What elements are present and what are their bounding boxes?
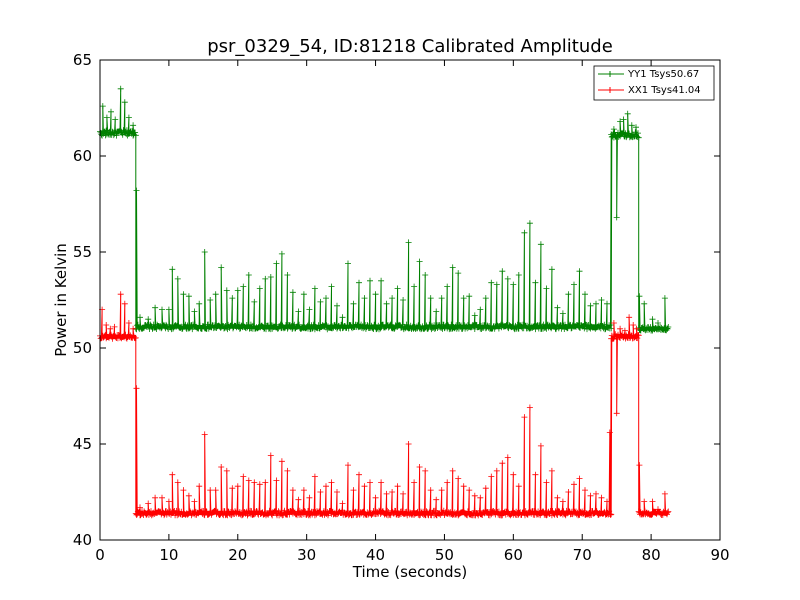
x-tick-label: 0 [95, 546, 105, 564]
legend-marker-yy1 [607, 71, 613, 77]
legend-label-yy1: YY1 Tsys50.67 [627, 69, 699, 80]
x-tick-label: 20 [228, 546, 247, 564]
x-tick-label: 70 [573, 546, 592, 564]
legend-marker-xx1 [607, 87, 613, 93]
legend: YY1 Tsys50.67 XX1 Tsys41.04 [593, 65, 715, 101]
x-tick-label: 50 [435, 546, 454, 564]
series-markers [97, 85, 672, 334]
y-tick-label: 45 [73, 435, 92, 453]
legend-label-xx1: XX1 Tsys41.04 [628, 85, 701, 96]
x-tick-label: 10 [159, 546, 178, 564]
y-tick-label: 40 [73, 531, 92, 549]
y-axis-label: Power in Kelvin [52, 243, 70, 357]
y-tick-label: 60 [73, 147, 92, 165]
x-tick-label: 40 [366, 546, 385, 564]
y-tick-label: 65 [73, 51, 92, 69]
x-axis-label: Time (seconds) [352, 563, 468, 581]
chart-title: psr_0329_54, ID:81218 Calibrated Amplitu… [207, 36, 613, 57]
x-tick-label: 80 [642, 546, 661, 564]
y-tick-label: 55 [73, 243, 92, 261]
x-tick-label: 60 [504, 546, 523, 564]
legend-box [593, 65, 715, 101]
x-tick-label: 30 [297, 546, 316, 564]
y-tick-label: 50 [73, 339, 92, 357]
ticks-layer: 0 10 20 30 40 50 60 70 80 90 40 45 50 55 60 65 [73, 51, 730, 564]
x-tick-label: 90 [710, 546, 729, 564]
plot-frame [99, 59, 721, 541]
series-layer [97, 85, 672, 519]
series-0 [97, 85, 672, 334]
